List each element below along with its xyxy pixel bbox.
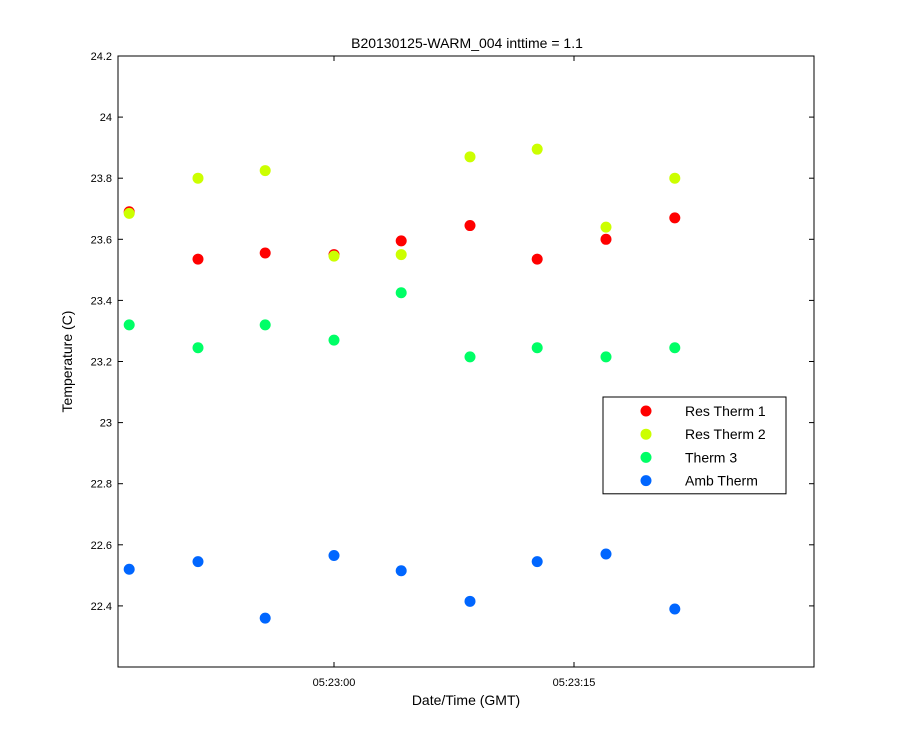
data-point [123,207,135,219]
data-point [259,165,271,177]
data-point [259,612,271,624]
data-point [600,351,612,363]
y-tick-label: 23.2 [91,357,112,369]
data-point [464,595,476,607]
data-point [531,342,543,354]
data-point [464,220,476,232]
y-axis: 22.4 22.6 22.8 23 23.2 23.4 23.6 23.8 24 24.2 [91,51,814,613]
data-point [123,319,135,331]
legend-label: Res Therm 1 [685,403,766,419]
data-point [395,249,407,261]
data-point [328,334,340,346]
legend-marker [640,451,652,463]
data-point [192,253,204,265]
legend-marker [640,475,652,487]
x-tick-label: 05:23:15 [553,677,596,689]
x-axis: 05:23:00 05:23:15 [313,56,596,689]
data-point [669,212,681,224]
legend-marker [640,405,652,417]
data-point [531,556,543,568]
legend-marker [640,428,652,440]
data-point [531,253,543,265]
legend-label: Therm 3 [685,449,737,465]
data-point [600,233,612,245]
data-point [123,563,135,575]
data-point [259,247,271,259]
data-point [669,603,681,615]
legend-box [602,396,787,495]
plot-area [117,55,815,668]
series-therm-3 [123,287,681,363]
y-tick-label: 23 [100,418,112,430]
data-point [192,556,204,568]
data-point [395,565,407,577]
x-tick-label: 05:23:00 [313,677,356,689]
legend-label: Amb Therm [685,473,758,489]
x-axis-title: Date/Time (GMT) [412,692,520,708]
data-point [464,151,476,163]
data-point [192,172,204,184]
y-axis-title: Temperature (C) [59,311,75,413]
data-point [192,342,204,354]
data-point [464,351,476,363]
y-tick-label: 24 [100,112,112,124]
data-point [395,235,407,247]
series-amb-therm [123,548,681,624]
data-point [259,319,271,331]
data-point [328,549,340,561]
data-point [669,342,681,354]
data-point [395,287,407,299]
chart-title: B20130125-WARM_004 inttime = 1.1 [351,35,583,51]
data-points [123,143,681,624]
y-tick-label: 23.8 [91,173,112,185]
data-point [328,250,340,262]
y-tick-label: 22.8 [91,479,112,491]
y-tick-label: 22.4 [91,601,112,613]
legend-label: Res Therm 2 [685,426,766,442]
y-tick-label: 22.6 [91,540,112,552]
data-point [600,548,612,560]
data-point [669,172,681,184]
y-tick-label: 23.6 [91,234,112,246]
data-point [531,143,543,155]
data-point [600,221,612,233]
y-tick-label: 24.2 [91,51,112,63]
series-res-therm-2 [123,143,681,262]
legend: Res Therm 1 Res Therm 2 Therm 3 Amb Therm [602,396,787,495]
y-tick-label: 23.4 [91,295,112,307]
